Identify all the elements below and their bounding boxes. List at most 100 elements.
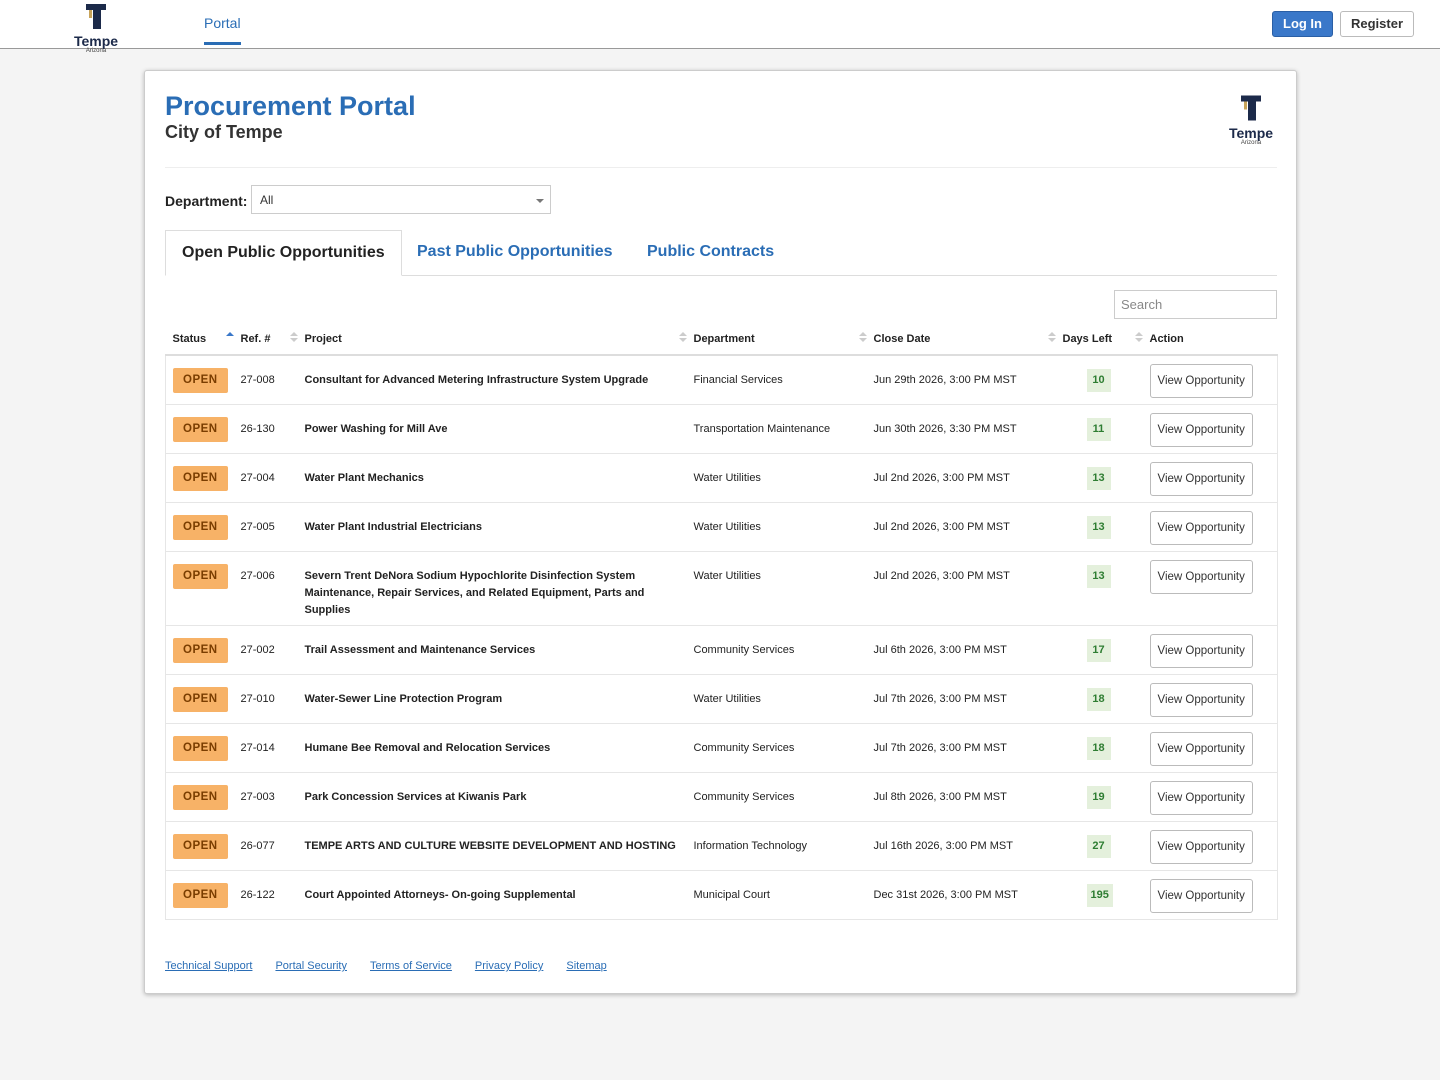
page-title: Procurement Portal — [165, 91, 416, 121]
days-badge: 13 — [1086, 565, 1111, 588]
logo-sub: Arizona — [85, 48, 107, 54]
department-cell: Community Services — [686, 625, 867, 675]
days-left-cell: 10 — [1055, 355, 1143, 405]
portal-card: Procurement Portal City of Tempe Tempe A… — [144, 70, 1297, 994]
view-button[interactable]: View Opportunity — [1149, 413, 1253, 447]
days-badge: 195 — [1086, 884, 1113, 907]
project-cell: Consultant for Advanced Metering Infrast… — [297, 355, 687, 405]
action-cell: View Opportunity — [1142, 502, 1278, 552]
department-cell: Financial Services — [686, 355, 867, 405]
close-date-cell: Jul 16th 2026, 3:00 PM MST — [866, 821, 1056, 871]
project-cell: Humane Bee Removal and Relocation Servic… — [297, 723, 687, 773]
status-badge: OPEN — [173, 466, 228, 491]
register-button[interactable]: Register — [1340, 11, 1415, 37]
footer: Technical Support Portal Security Terms of… — [165, 960, 630, 972]
column-header[interactable]: Status — [165, 326, 234, 356]
nav-logo[interactable]: Tempe Arizona — [70, 2, 122, 54]
project-cell: Water Plant Mechanics — [297, 453, 687, 503]
days-left-cell: 195 — [1055, 870, 1143, 920]
ref-cell: 27-002 — [233, 625, 298, 675]
login-button[interactable]: Log In — [1272, 11, 1333, 37]
days-badge: 19 — [1086, 786, 1111, 809]
tab[interactable]: Public Contracts — [647, 243, 775, 260]
ref-cell: 26-122 — [233, 870, 298, 920]
status-cell: OPEN — [165, 821, 234, 871]
project-cell: Park Concession Services at Kiwanis Park — [297, 772, 687, 822]
table-row: OPEN 27-004 Water Plant Mechanics Water Uti… — [165, 453, 1278, 503]
footer-link[interactable]: Terms of Service — [369, 960, 452, 972]
view-button[interactable]: View Opportunity — [1149, 634, 1253, 668]
opportunities-table: Status Ref. # Project Department Close Date D… — [165, 326, 1278, 920]
department-select[interactable]: All — [251, 185, 551, 214]
search-placeholder: Search — [1121, 297, 1163, 312]
table-row: OPEN 27-014 Humane Bee Removal and Relocat… — [165, 723, 1278, 773]
department-cell: Transportation Maintenance — [686, 404, 867, 454]
days-badge: 18 — [1086, 737, 1111, 760]
view-button[interactable]: View Opportunity — [1149, 560, 1253, 594]
view-button[interactable]: View Opportunity — [1149, 462, 1253, 496]
view-button[interactable]: View Opportunity — [1149, 364, 1253, 398]
days-left-cell: 18 — [1055, 723, 1143, 773]
ref-cell: 26-077 — [233, 821, 298, 871]
days-left-cell: 11 — [1055, 404, 1143, 454]
view-button[interactable]: View Opportunity — [1149, 683, 1253, 717]
status-badge: OPEN — [173, 564, 228, 589]
tab[interactable]: Past Public Opportunities — [417, 243, 613, 260]
days-badge: 17 — [1086, 639, 1111, 662]
footer-link[interactable]: Privacy Policy — [474, 960, 544, 972]
tabs: Open Public Opportunities Past Public Op… — [165, 230, 1277, 276]
close-date-cell: Jun 30th 2026, 3:30 PM MST — [866, 404, 1056, 454]
view-button[interactable]: View Opportunity — [1149, 781, 1253, 815]
view-button[interactable]: View Opportunity — [1149, 732, 1253, 766]
days-left-cell: 19 — [1055, 772, 1143, 822]
logo-sub: Arizona — [1240, 140, 1262, 146]
view-button[interactable]: View Opportunity — [1149, 830, 1253, 864]
days-left-cell: 18 — [1055, 674, 1143, 724]
tab[interactable]: Open Public Opportunities — [165, 230, 402, 276]
divider — [165, 167, 1277, 168]
ref-cell: 27-008 — [233, 355, 298, 405]
footer-link[interactable]: Portal Security — [275, 960, 347, 972]
column-header[interactable]: Ref. # — [233, 326, 298, 356]
department-cell: Information Technology — [686, 821, 867, 871]
search-input[interactable]: Search — [1114, 290, 1277, 319]
table-row: OPEN 27-010 Water-Sewer Line Protection Pr… — [165, 674, 1278, 724]
ref-cell: 27-014 — [233, 723, 298, 773]
column-label: Status — [172, 333, 207, 345]
action-cell: View Opportunity — [1142, 821, 1278, 871]
portal-tab[interactable]: Portal — [204, 15, 241, 45]
footer-link[interactable]: Technical Support — [165, 960, 253, 972]
status-cell: OPEN — [165, 404, 234, 454]
days-left-cell: 17 — [1055, 625, 1143, 675]
department-cell: Water Utilities — [686, 453, 867, 503]
ref-cell: 27-004 — [233, 453, 298, 503]
logo-name: Tempe — [1228, 125, 1274, 141]
status-badge: OPEN — [173, 638, 228, 663]
project-cell: Court Appointed Attorneys- On-going Supp… — [297, 870, 687, 920]
footer-link[interactable]: Sitemap — [566, 960, 607, 972]
status-cell: OPEN — [165, 453, 234, 503]
column-header[interactable]: Project — [297, 326, 687, 356]
column-header[interactable]: Days Left — [1055, 326, 1143, 356]
view-button[interactable]: View Opportunity — [1149, 879, 1253, 913]
project-cell: TEMPE ARTS AND CULTURE WEBSITE DEVELOPME… — [297, 821, 687, 871]
status-badge: OPEN — [173, 736, 228, 761]
view-button[interactable]: View Opportunity — [1149, 511, 1253, 545]
column-header[interactable]: Close Date — [866, 326, 1056, 356]
department-label: Department: — [165, 193, 248, 209]
project-cell: Severn Trent DeNora Sodium Hypochlorite … — [297, 551, 687, 626]
status-cell: OPEN — [165, 551, 234, 626]
table-row: OPEN 26-077 TEMPE ARTS AND CULTURE WEBSITE… — [165, 821, 1278, 871]
department-cell: Community Services — [686, 723, 867, 773]
close-date-cell: Jul 7th 2026, 3:00 PM MST — [866, 674, 1056, 724]
action-cell: View Opportunity — [1142, 551, 1278, 626]
status-cell: OPEN — [165, 870, 234, 920]
days-left-cell: 13 — [1055, 453, 1143, 503]
top-nav: Tempe Arizona Portal Log In Register — [0, 0, 1440, 54]
column-header[interactable]: Department — [686, 326, 867, 356]
close-date-cell: Jul 7th 2026, 3:00 PM MST — [866, 723, 1056, 773]
status-cell: OPEN — [165, 723, 234, 773]
ref-cell: 27-005 — [233, 502, 298, 552]
close-date-cell: Dec 31st 2026, 3:00 PM MST — [866, 870, 1056, 920]
status-cell: OPEN — [165, 772, 234, 822]
